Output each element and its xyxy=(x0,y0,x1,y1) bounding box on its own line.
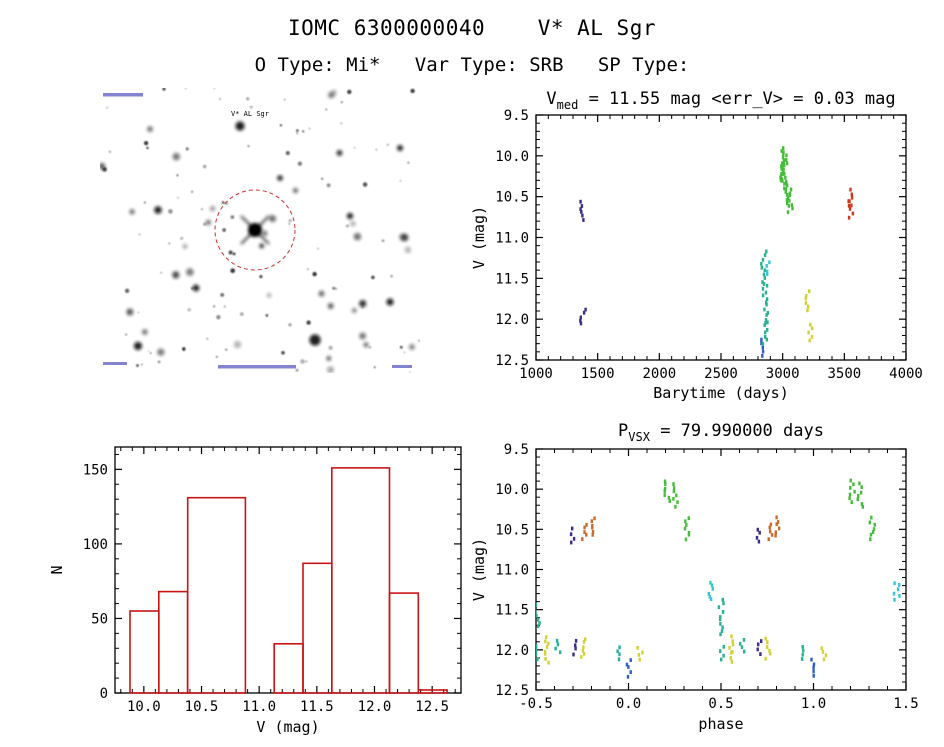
svg-text:1500: 1500 xyxy=(581,366,615,382)
svg-text:12.5: 12.5 xyxy=(495,683,529,699)
svg-text:9.5: 9.5 xyxy=(504,108,529,124)
finder-chart: V* AL Sgr xyxy=(100,88,420,373)
starfield-image: V* AL Sgr xyxy=(100,88,420,373)
svg-text:11.0: 11.0 xyxy=(242,699,276,715)
svg-text:V (mag): V (mag) xyxy=(470,538,488,601)
svg-text:11.5: 11.5 xyxy=(495,603,529,619)
histogram-plot: 10.0 10.5 11.0 11.5 12.0 12.5 0 50 100 150 V (mag)… xyxy=(48,446,462,736)
svg-text:12.5: 12.5 xyxy=(415,699,449,715)
svg-text:50: 50 xyxy=(91,611,108,627)
svg-text:Barytime (days): Barytime (days) xyxy=(653,384,788,402)
svg-text:1.0: 1.0 xyxy=(801,696,826,712)
svg-text:12.0: 12.0 xyxy=(495,643,529,659)
svg-text:V (mag): V (mag) xyxy=(256,718,319,736)
lightcurve-plot: 1000 1500 2000 2500 3000 3500 4000 9.5 10.0 10.5 1… xyxy=(470,89,923,402)
svg-text:2500: 2500 xyxy=(704,366,738,382)
svg-text:0: 0 xyxy=(100,686,108,702)
page-subtitle: O Type: Mi* Var Type: SRB SP Type: xyxy=(254,54,690,76)
svg-text:phase: phase xyxy=(698,715,743,733)
svg-text:150: 150 xyxy=(83,462,108,478)
lightcurve-chart: 1000 1500 2000 2500 3000 3500 4000 9.5 10.0 10.5 1… xyxy=(470,82,944,417)
svg-text:9.5: 9.5 xyxy=(504,442,529,458)
svg-text:12.0: 12.0 xyxy=(358,699,392,715)
svg-text:10.5: 10.5 xyxy=(185,699,219,715)
svg-text:Vmed = 11.55 mag <err_V> = 0.0: Vmed = 11.55 mag <err_V> = 0.03 mag xyxy=(546,89,895,112)
histogram-chart: 10.0 10.5 11.0 11.5 12.0 12.5 0 50 100 150 V (mag)… xyxy=(40,425,485,745)
svg-text:10.5: 10.5 xyxy=(495,522,529,538)
svg-text:10.0: 10.0 xyxy=(127,699,161,715)
svg-text:11.0: 11.0 xyxy=(495,563,529,579)
svg-text:V (mag): V (mag) xyxy=(470,206,488,269)
phase-plot: -0.5 0.0 0.5 1.0 1.5 9.5 10.0 10.5 11.0 11.5 12.0 1… xyxy=(470,421,919,733)
svg-text:10.0: 10.0 xyxy=(495,482,529,498)
page-title: IOMC 6300000040 V* AL Sgr xyxy=(287,16,656,40)
svg-text:3500: 3500 xyxy=(827,366,861,382)
svg-text:10.5: 10.5 xyxy=(495,190,529,206)
svg-text:0.5: 0.5 xyxy=(708,696,733,712)
svg-text:N: N xyxy=(48,565,66,574)
svg-text:11.5: 11.5 xyxy=(300,699,334,715)
svg-text:1.5: 1.5 xyxy=(893,696,918,712)
svg-text:PVSX = 79.990000 days: PVSX = 79.990000 days xyxy=(618,421,824,444)
svg-text:4000: 4000 xyxy=(889,366,923,382)
svg-text:3000: 3000 xyxy=(766,366,800,382)
svg-text:11.5: 11.5 xyxy=(495,271,529,287)
svg-text:10.0: 10.0 xyxy=(495,149,529,165)
phase-chart: -0.5 0.0 0.5 1.0 1.5 9.5 10.0 10.5 11.0 11.5 12.0 1… xyxy=(470,416,944,747)
svg-text:12.0: 12.0 xyxy=(495,312,529,328)
svg-text:V* AL Sgr: V* AL Sgr xyxy=(231,110,269,118)
svg-text:1000: 1000 xyxy=(519,366,553,382)
svg-text:2000: 2000 xyxy=(642,366,676,382)
svg-text:12.5: 12.5 xyxy=(495,353,529,369)
svg-text:0.0: 0.0 xyxy=(616,696,641,712)
svg-text:100: 100 xyxy=(83,537,108,553)
svg-text:11.0: 11.0 xyxy=(495,231,529,247)
svg-text:-0.5: -0.5 xyxy=(519,696,553,712)
